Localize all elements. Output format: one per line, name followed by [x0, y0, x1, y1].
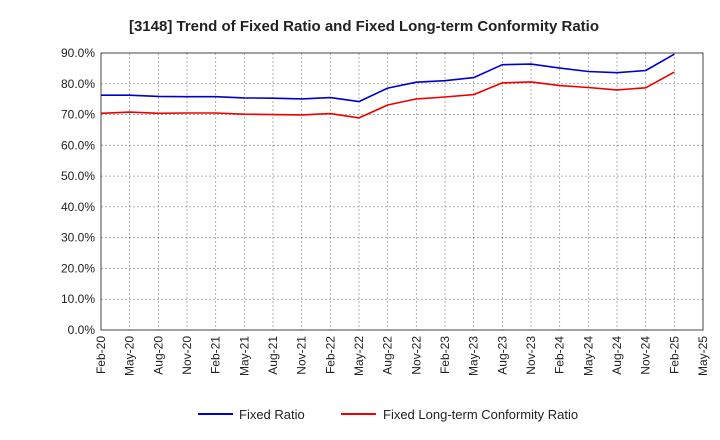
x-tick-label: Nov-23	[524, 336, 538, 375]
x-tick-label: Feb-25	[667, 336, 681, 374]
legend-label: Fixed Long-term Conformity Ratio	[383, 407, 578, 422]
x-tick-label: May-20	[123, 336, 137, 376]
x-tick-label: Nov-20	[180, 336, 194, 375]
x-tick-label: Feb-20	[94, 336, 108, 374]
grid-layer	[101, 52, 703, 330]
series-layer	[100, 53, 675, 119]
chart-title: [3148] Trend of Fixed Ratio and Fixed Lo…	[129, 18, 599, 35]
x-tick-label: Aug-23	[495, 336, 509, 375]
y-tick-label: 10.0%	[61, 292, 95, 306]
x-tick-label: May-25	[696, 336, 710, 376]
series-line-fixed-long-term-conformity-ratio	[100, 71, 675, 119]
x-tick-label: Nov-24	[639, 336, 653, 375]
series-line-fixed-ratio	[101, 53, 675, 103]
x-tick-label: Nov-22	[409, 336, 423, 375]
y-tick-label: 70.0%	[61, 108, 95, 122]
plot-frame	[100, 52, 704, 331]
x-tick-label: Feb-22	[323, 336, 337, 374]
x-tick-label: May-21	[237, 336, 251, 376]
y-tick-label: 30.0%	[61, 231, 95, 245]
y-tick-label: 80.0%	[61, 77, 95, 91]
x-tick-label: Nov-21	[295, 336, 309, 375]
x-tick-label: Feb-21	[209, 336, 223, 374]
y-tick-label: 20.0%	[61, 261, 95, 275]
y-tick-label: 40.0%	[61, 200, 95, 214]
x-tick-label: May-24	[581, 336, 595, 376]
x-tick-label: Aug-21	[266, 336, 280, 375]
x-tick-label: Feb-23	[438, 336, 452, 374]
x-tick-label: Aug-24	[610, 336, 624, 375]
x-tick-label: Aug-20	[151, 336, 165, 375]
legend-label: Fixed Ratio	[239, 407, 305, 422]
y-tick-label: 60.0%	[61, 138, 95, 152]
x-tick-label: Aug-22	[381, 336, 395, 375]
axis-layer: 0.0% 10.0% 20.0% 30.0% 40.0% 50.0% 60.0% 70.0% 8…	[61, 46, 710, 376]
y-tick-label: 50.0%	[61, 169, 95, 183]
y-tick-label: 0.0%	[68, 323, 96, 337]
x-tick-label: Feb-24	[553, 336, 567, 374]
legend: Fixed Ratio Fixed Long-term Conformity Ra…	[198, 407, 578, 422]
x-tick-label: May-23	[467, 336, 481, 376]
y-tick-label: 90.0%	[61, 46, 95, 60]
x-tick-label: May-22	[352, 336, 366, 376]
